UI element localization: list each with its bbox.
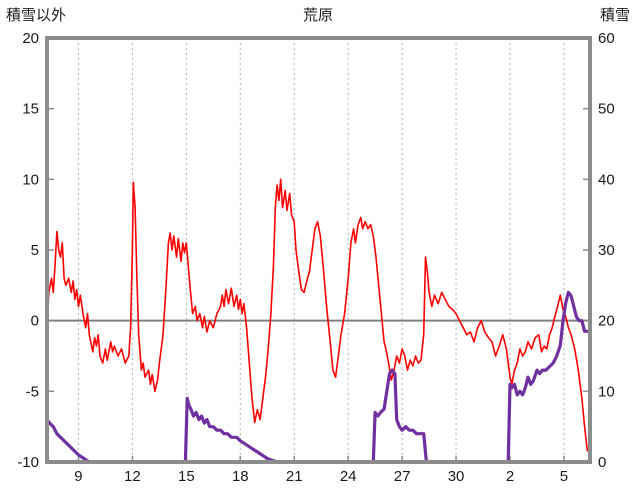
right-axis-purple-line bbox=[47, 290, 589, 462]
axis-tick-label: 5 bbox=[31, 242, 39, 259]
axis-tick-label: 15 bbox=[22, 101, 39, 118]
axis-tick-label: 30 bbox=[448, 468, 465, 485]
axis-tick-label: 24 bbox=[340, 468, 357, 485]
axis-tick-label: 10 bbox=[598, 383, 615, 400]
axis-tick-label: -5 bbox=[26, 383, 39, 400]
axis-tick-label: 9 bbox=[74, 468, 82, 485]
axis-tick-label: 60 bbox=[598, 30, 615, 47]
axis-tick-label: 0 bbox=[598, 454, 606, 471]
axis-tick-label: 2 bbox=[506, 468, 514, 485]
axis-tick-label: 50 bbox=[598, 101, 615, 118]
axis-tick-label: 40 bbox=[598, 171, 615, 188]
axis-tick-label: 18 bbox=[232, 468, 249, 485]
axis-tick-label: -10 bbox=[17, 454, 39, 471]
left-axis-red-line bbox=[47, 178, 589, 452]
axis-tick-label: 20 bbox=[22, 30, 39, 47]
chart-series-group bbox=[47, 178, 589, 462]
axis-tick-label: 10 bbox=[22, 171, 39, 188]
axis-tick-label: 30 bbox=[598, 242, 615, 259]
axis-tick-label: 5 bbox=[560, 468, 568, 485]
right-axis-title: 積雪 bbox=[599, 7, 630, 24]
axis-tick-label: 12 bbox=[124, 468, 141, 485]
axis-tick-label: 15 bbox=[178, 468, 195, 485]
axis-tick-label: 20 bbox=[598, 313, 615, 330]
chart-title: 荒原 bbox=[302, 7, 333, 24]
axis-tick-label: 27 bbox=[394, 468, 411, 485]
axis-tick-label: 0 bbox=[31, 313, 39, 330]
axis-tick-label: 21 bbox=[286, 468, 303, 485]
left-axis-title: 積雪以外 bbox=[6, 7, 67, 24]
